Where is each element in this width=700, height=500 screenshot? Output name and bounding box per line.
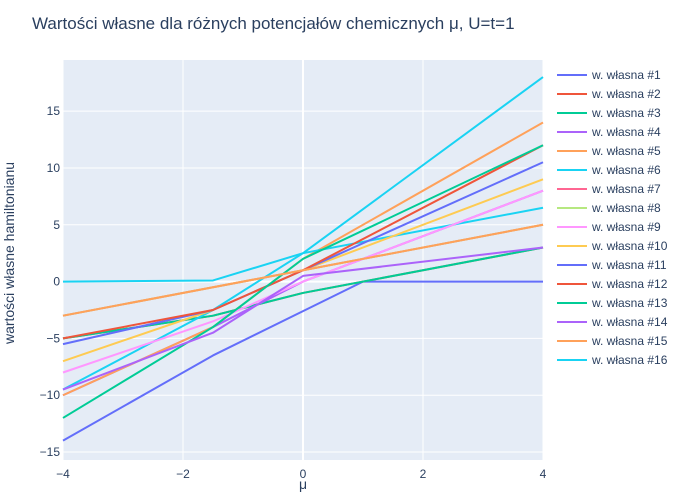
- legend-item-13[interactable]: w. własna #13: [557, 296, 668, 310]
- legend-item-8[interactable]: w. własna #8: [557, 201, 661, 215]
- x-tick-label: 2: [420, 467, 427, 481]
- legend-label: w. własna #2: [591, 87, 661, 101]
- legend-item-12[interactable]: w. własna #12: [557, 277, 668, 291]
- legend-item-14[interactable]: w. własna #14: [557, 315, 668, 329]
- legend-item-16[interactable]: w. własna #16: [557, 353, 668, 367]
- series-line-12: [62, 144, 544, 340]
- legend-label: w. własna #9: [591, 220, 661, 234]
- series-layer: [62, 76, 544, 442]
- legend-item-15[interactable]: w. własna #15: [557, 334, 668, 348]
- legend-item-4[interactable]: w. własna #4: [557, 125, 661, 139]
- y-tick-label: −5: [46, 331, 60, 345]
- legend-label: w. własna #13: [591, 296, 668, 310]
- series-line-16: [62, 76, 544, 283]
- x-tick-label: 0: [300, 467, 307, 481]
- legend[interactable]: w. własna #1 w. własna #2 w. własna #3 w. w…: [557, 68, 668, 367]
- legend-label: w. własna #14: [591, 315, 668, 329]
- legend-item-10[interactable]: w. własna #10: [557, 239, 668, 253]
- y-tick-label: −15: [40, 445, 61, 459]
- legend-item-1[interactable]: w. własna #1: [557, 68, 661, 82]
- series-line-13: [62, 144, 544, 419]
- legend-label: w. własna #7: [591, 182, 661, 196]
- series-line-15: [62, 223, 544, 317]
- series-line-6: [62, 206, 544, 391]
- x-axis-ticks: −4 −2 0 2 4: [56, 467, 547, 481]
- legend-label: w. własna #10: [591, 239, 668, 253]
- y-tick-label: 15: [47, 104, 61, 118]
- legend-item-6[interactable]: w. własna #6: [557, 163, 661, 177]
- legend-label: w. własna #12: [591, 277, 668, 291]
- y-tick-label: 10: [47, 161, 61, 175]
- legend-label: w. własna #15: [591, 334, 668, 348]
- legend-item-3[interactable]: w. własna #3: [557, 106, 661, 120]
- legend-label: w. własna #16: [591, 353, 668, 367]
- legend-label: w. własna #11: [591, 258, 667, 272]
- series-line-1: [62, 280, 543, 442]
- y-tick-label: 5: [53, 218, 60, 232]
- x-axis-label: μ: [299, 476, 307, 492]
- legend-item-7[interactable]: w. własna #7: [557, 182, 661, 196]
- legend-item-5[interactable]: w. własna #5: [557, 144, 661, 158]
- series-line-9: [62, 189, 544, 374]
- legend-label: w. własna #6: [591, 163, 661, 177]
- y-axis-label: wartości własne hamiltonianu: [1, 162, 17, 345]
- legend-label: w. własna #3: [591, 106, 661, 120]
- legend-item-9[interactable]: w. własna #9: [557, 220, 661, 234]
- legend-item-11[interactable]: w. własna #11: [557, 258, 667, 272]
- y-tick-label: 0: [53, 275, 60, 289]
- legend-label: w. własna #5: [591, 144, 661, 158]
- y-tick-label: −10: [40, 388, 61, 402]
- y-axis-ticks: −15 −10 −5 0 5 10 15: [40, 104, 61, 459]
- legend-label: w. własna #8: [591, 201, 661, 215]
- x-tick-label: 4: [540, 467, 547, 481]
- x-tick-label: −2: [176, 467, 190, 481]
- series-line-14: [62, 246, 544, 391]
- legend-label: w. własna #1: [591, 68, 661, 82]
- legend-item-2[interactable]: w. własna #2: [557, 87, 661, 101]
- chart-title: Wartości własne dla różnych potencjałów …: [32, 14, 515, 33]
- legend-label: w. własna #4: [591, 125, 661, 139]
- x-tick-label: −4: [56, 467, 70, 481]
